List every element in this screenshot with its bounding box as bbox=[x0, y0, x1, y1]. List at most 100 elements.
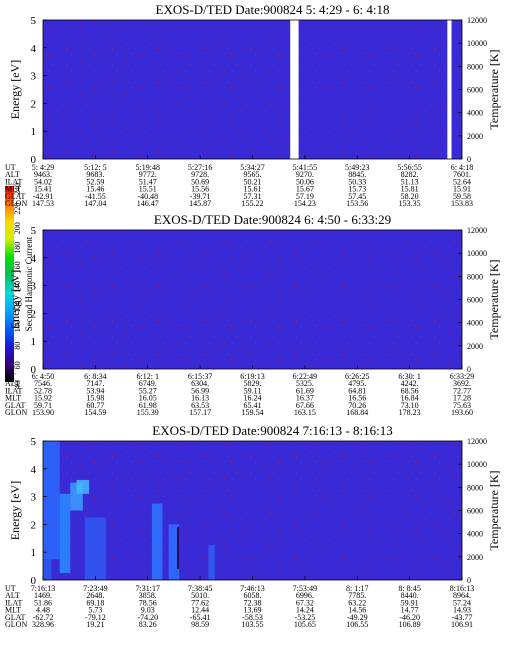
table-cell: 5:56:55 bbox=[397, 163, 421, 172]
row-label: GLON bbox=[5, 408, 27, 417]
table-cell: 51.86 bbox=[34, 598, 52, 607]
y-tick-label: 0 bbox=[31, 575, 37, 587]
table-cell: 98.59 bbox=[191, 620, 209, 629]
table-cell: -41.55 bbox=[85, 192, 106, 201]
table-cell: 67.32 bbox=[296, 598, 314, 607]
table-cell: 4242. bbox=[401, 379, 419, 388]
colorbar-label: Second Harmonic Current bbox=[24, 236, 34, 331]
table-cell: 19.21 bbox=[86, 620, 104, 629]
table-cell: 4795. bbox=[348, 379, 366, 388]
table-cell: 105.65 bbox=[294, 620, 316, 629]
table-cell: 5:12: 5 bbox=[84, 163, 106, 172]
colorbar-tick-label: 60 bbox=[13, 361, 22, 369]
y2-axis-label: Temperature [K] bbox=[487, 259, 501, 339]
table-cell: 83.26 bbox=[139, 620, 157, 629]
table-cell: 77.62 bbox=[191, 598, 209, 607]
table-cell: 7785. bbox=[348, 591, 366, 600]
table-cell: 72.38 bbox=[244, 598, 262, 607]
table-cell: 59.11 bbox=[244, 386, 262, 395]
table-cell: 7:31:17 bbox=[136, 584, 160, 593]
table-cell: 8440. bbox=[401, 591, 419, 600]
y2-tick-label: 12000 bbox=[467, 16, 487, 25]
table-cell: 15.67 bbox=[296, 185, 314, 194]
y2-tick-label: 0 bbox=[467, 576, 471, 585]
table-cell: 155.39 bbox=[137, 408, 159, 417]
row-label: ILAT bbox=[5, 386, 22, 395]
table-cell: 153.35 bbox=[399, 199, 421, 208]
table-cell: 61.69 bbox=[296, 386, 314, 395]
y2-axis-label: Temperature [K] bbox=[487, 49, 501, 129]
y-tick-label: 5 bbox=[31, 15, 37, 27]
y-tick-label: 4 bbox=[31, 464, 37, 476]
table-cell: 50.21 bbox=[244, 177, 262, 186]
colorbar-tick-label: 200 bbox=[13, 222, 22, 234]
y-tick-label: 5 bbox=[31, 225, 37, 237]
table-cell: 14.77 bbox=[401, 606, 419, 615]
table-cell: 15.73 bbox=[348, 185, 366, 194]
y2-tick-label: 2000 bbox=[467, 342, 483, 351]
table-cell: 5325. bbox=[296, 379, 314, 388]
table-cell: 57.19 bbox=[296, 192, 314, 201]
table-cell: 15.81 bbox=[401, 185, 419, 194]
y2-tick-label: 6000 bbox=[467, 86, 483, 95]
table-cell: 14.56 bbox=[348, 606, 366, 615]
y2-tick-label: 4000 bbox=[467, 530, 483, 539]
table-cell: 8: 1:17 bbox=[346, 584, 368, 593]
table-cell: 63.22 bbox=[348, 598, 366, 607]
orbit-parameter-table: UT 6: 4:50 6: 8:34 6:12: 1 6:15:37 6:19:13 6:2… bbox=[5, 372, 474, 417]
table-cell: 63.53 bbox=[191, 401, 209, 410]
spectrogram-panel-2: EXOS-D/TED Date:900824 6: 4:50 - 6:33:29… bbox=[5, 212, 501, 417]
y2-tick-label: 8000 bbox=[467, 483, 483, 492]
table-cell: 5: 4:29 bbox=[32, 163, 54, 172]
colorbar-tick-label: 40 bbox=[13, 381, 22, 389]
table-cell: -43.77 bbox=[452, 613, 473, 622]
colorbar-tick-label: 240 bbox=[13, 183, 22, 195]
table-cell: 3858. bbox=[139, 591, 157, 600]
table-cell: 57.24 bbox=[453, 598, 471, 607]
table-cell: 52.64 bbox=[453, 177, 471, 186]
table-cell: 8:16:13 bbox=[450, 584, 474, 593]
y2-tick-label: 8000 bbox=[467, 272, 483, 281]
y-tick-label: 2 bbox=[31, 98, 37, 110]
table-cell: 50.06 bbox=[296, 177, 314, 186]
table-cell: 50.33 bbox=[348, 177, 366, 186]
table-cell: 8282. bbox=[401, 170, 419, 179]
colorbar-scale bbox=[5, 186, 14, 382]
table-cell: 59.58 bbox=[453, 192, 471, 201]
table-cell: 75.63 bbox=[453, 401, 471, 410]
table-cell: -40.48 bbox=[137, 192, 158, 201]
table-cell: 15.51 bbox=[139, 185, 157, 194]
table-cell: 153.90 bbox=[32, 408, 54, 417]
table-cell: 5829. bbox=[244, 379, 262, 388]
y2-tick-label: 10000 bbox=[467, 249, 487, 258]
table-cell: 154.23 bbox=[294, 199, 316, 208]
table-cell: 328.96 bbox=[32, 620, 54, 629]
spectrogram-panel-3: EXOS-D/TED Date:900824 7:16:13 - 8:16:13… bbox=[5, 423, 501, 629]
table-cell: 6: 4:18 bbox=[451, 163, 473, 172]
y2-tick-label: 6000 bbox=[467, 507, 483, 516]
table-cell: 13.69 bbox=[244, 606, 262, 615]
colorbar-tick-label: 100 bbox=[13, 320, 22, 332]
table-cell: 7:23:49 bbox=[83, 584, 107, 593]
table-cell: 68.56 bbox=[401, 386, 419, 395]
table-cell: 147.04 bbox=[84, 199, 106, 208]
y-tick-label: 5 bbox=[31, 436, 37, 448]
table-cell: 5.73 bbox=[88, 606, 102, 615]
y-tick-label: 1 bbox=[31, 336, 37, 348]
table-cell: 14.93 bbox=[453, 606, 471, 615]
y2-tick-label: 0 bbox=[467, 155, 471, 164]
table-cell: 7:38:45 bbox=[188, 584, 212, 593]
table-cell: 4.48 bbox=[36, 606, 50, 615]
y-tick-label: 4 bbox=[31, 43, 37, 55]
enhanced-signal-region bbox=[43, 441, 215, 580]
table-cell: -53.25 bbox=[295, 613, 316, 622]
orbit-parameter-table: UT 5: 4:29 5:12: 5 5:19:48 5:27:16 5:34:27 5:4… bbox=[5, 163, 473, 208]
colorbar-tick-label: 120 bbox=[13, 301, 22, 313]
table-cell: -74.20 bbox=[137, 613, 158, 622]
y-tick-label: 3 bbox=[31, 492, 37, 504]
table-cell: 59.71 bbox=[34, 401, 52, 410]
table-cell: 153.83 bbox=[451, 199, 473, 208]
table-cell: 106.55 bbox=[346, 620, 368, 629]
y-tick-label: 0 bbox=[31, 154, 37, 166]
colorbar-tick-label: 80 bbox=[13, 342, 22, 350]
